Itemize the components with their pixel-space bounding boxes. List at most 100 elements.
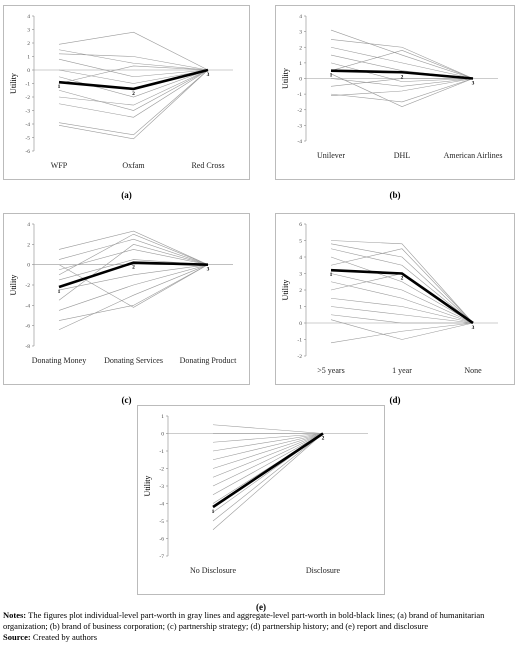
point-label: 1 (330, 73, 333, 79)
y-axis-label: Utility (143, 476, 152, 497)
panel-label: (a) (121, 190, 132, 200)
point-label: 1 (58, 289, 61, 295)
y-tick-label: -5 (159, 519, 164, 525)
x-tick-label: WFP (50, 161, 68, 170)
y-tick-label: 0 (161, 432, 164, 438)
individual-line (212, 433, 324, 443)
aggregate-line (330, 268, 474, 325)
y-tick-label: 2 (299, 45, 302, 51)
point-label: 2 (132, 91, 135, 97)
y-tick-label: 3 (27, 28, 30, 34)
x-tick-label: Donating Money (31, 356, 87, 365)
y-tick-label: 2 (299, 288, 302, 294)
x-tick-label: Donating Services (104, 356, 163, 365)
source-label: Source: (3, 632, 31, 642)
y-tick-label: -7 (159, 554, 164, 560)
individual-line (330, 39, 474, 79)
y-tick-label: -3 (159, 484, 164, 490)
individual-line (330, 73, 474, 107)
notes-label: Notes: (3, 610, 27, 620)
individual-line (330, 50, 474, 79)
y-axis-label: Utility (281, 68, 290, 89)
y-tick-label: 4 (299, 14, 302, 20)
individual-line (330, 306, 474, 324)
y-axis-label: Utility (281, 280, 290, 301)
individual-line (212, 433, 324, 469)
point-label: 2 (132, 265, 135, 271)
chart-panel: -4 -3 -2 -1 0 1 2 3 4 Utility 1 2 3 Unilever DHL Americ… (275, 5, 515, 180)
panel-label: (c) (121, 395, 132, 405)
point-label: 1 (330, 272, 333, 278)
individual-line (58, 49, 209, 71)
individual-line (212, 433, 324, 461)
individual-line (212, 433, 324, 452)
individual-line (212, 433, 324, 522)
individual-line (58, 69, 209, 106)
y-tick-label: -4 (25, 303, 30, 309)
y-tick-label: 1 (299, 61, 302, 67)
y-tick-label: 1 (161, 414, 164, 420)
point-label: 2 (322, 436, 325, 442)
individual-line (212, 433, 324, 496)
point-label: 3 (207, 72, 210, 78)
y-tick-label: 1 (27, 55, 30, 61)
point-label: 2 (401, 276, 404, 282)
y-tick-label: 2 (27, 41, 30, 47)
x-tick-label: Red Cross (191, 161, 225, 170)
individual-line (330, 29, 474, 79)
plot: -4 -3 -2 -1 0 1 2 3 4 Utility 1 2 3 (281, 14, 498, 145)
individual-line (58, 31, 209, 71)
individual-line (58, 264, 209, 321)
y-tick-label: -1 (25, 82, 30, 88)
y-tick-label: -1 (159, 449, 164, 455)
individual-line (330, 78, 473, 87)
y-tick-label: -2 (297, 354, 302, 360)
individual-line (330, 62, 474, 82)
y-tick-label: -2 (25, 95, 30, 101)
y-tick-label: -2 (25, 283, 30, 289)
individual-line (330, 314, 473, 324)
y-tick-label: 3 (299, 30, 302, 36)
individual-line (330, 78, 474, 96)
individual-line (212, 433, 324, 530)
individual-line (330, 78, 474, 103)
individual-line (330, 248, 474, 324)
individual-line (330, 256, 474, 324)
individual-line (58, 233, 209, 276)
chart-panel: -6 -5 -4 -3 -2 -1 0 1 2 3 4 Utility 1 2 3 WFP Oxfam Red C… (3, 5, 250, 180)
y-tick-label: -2 (159, 467, 164, 473)
individual-line (330, 319, 474, 340)
point-label: 2 (401, 74, 404, 80)
x-tick-label: >5 years (317, 366, 345, 375)
y-tick-label: 1 (299, 305, 302, 311)
y-tick-label: -6 (25, 324, 30, 330)
individual-line (58, 58, 209, 78)
individual-line (58, 264, 209, 331)
y-tick-label: 4 (299, 255, 302, 261)
individual-line (330, 243, 474, 324)
individual-line (212, 424, 324, 434)
y-tick-label: -6 (25, 149, 30, 155)
individual-line (58, 238, 209, 265)
y-tick-label: -8 (25, 344, 30, 350)
y-tick-label: -4 (25, 122, 30, 128)
x-tick-label: DHL (393, 151, 411, 160)
point-label: 3 (472, 325, 475, 331)
individual-line (58, 69, 209, 111)
chart-panel: -2 -1 0 1 2 3 4 5 6 Utility 1 2 3 >5 years 1 year None (275, 213, 515, 385)
y-tick-label: -2 (297, 108, 302, 114)
plot: -2 -1 0 1 2 3 4 5 6 Utility 1 2 3 (281, 222, 498, 360)
y-tick-label: 0 (27, 263, 30, 269)
individual-line (330, 46, 474, 79)
y-tick-label: -1 (297, 338, 302, 344)
chart-panel: -7 -6 -5 -4 -3 -2 -1 0 1 Utility 1 2 No Disclosure Di… (137, 405, 385, 595)
point-label: 1 (58, 84, 61, 90)
y-tick-label: -3 (297, 123, 302, 129)
y-axis-label: Utility (9, 73, 18, 94)
source-line: Source: Created by authors (3, 632, 513, 643)
x-tick-label: No Disclosure (190, 566, 236, 575)
individual-line (212, 433, 324, 478)
y-tick-label: -4 (297, 139, 302, 145)
chart-panel: -8 -6 -4 -2 0 2 4 Utility 1 2 3 Donating Money Donat… (3, 213, 250, 385)
